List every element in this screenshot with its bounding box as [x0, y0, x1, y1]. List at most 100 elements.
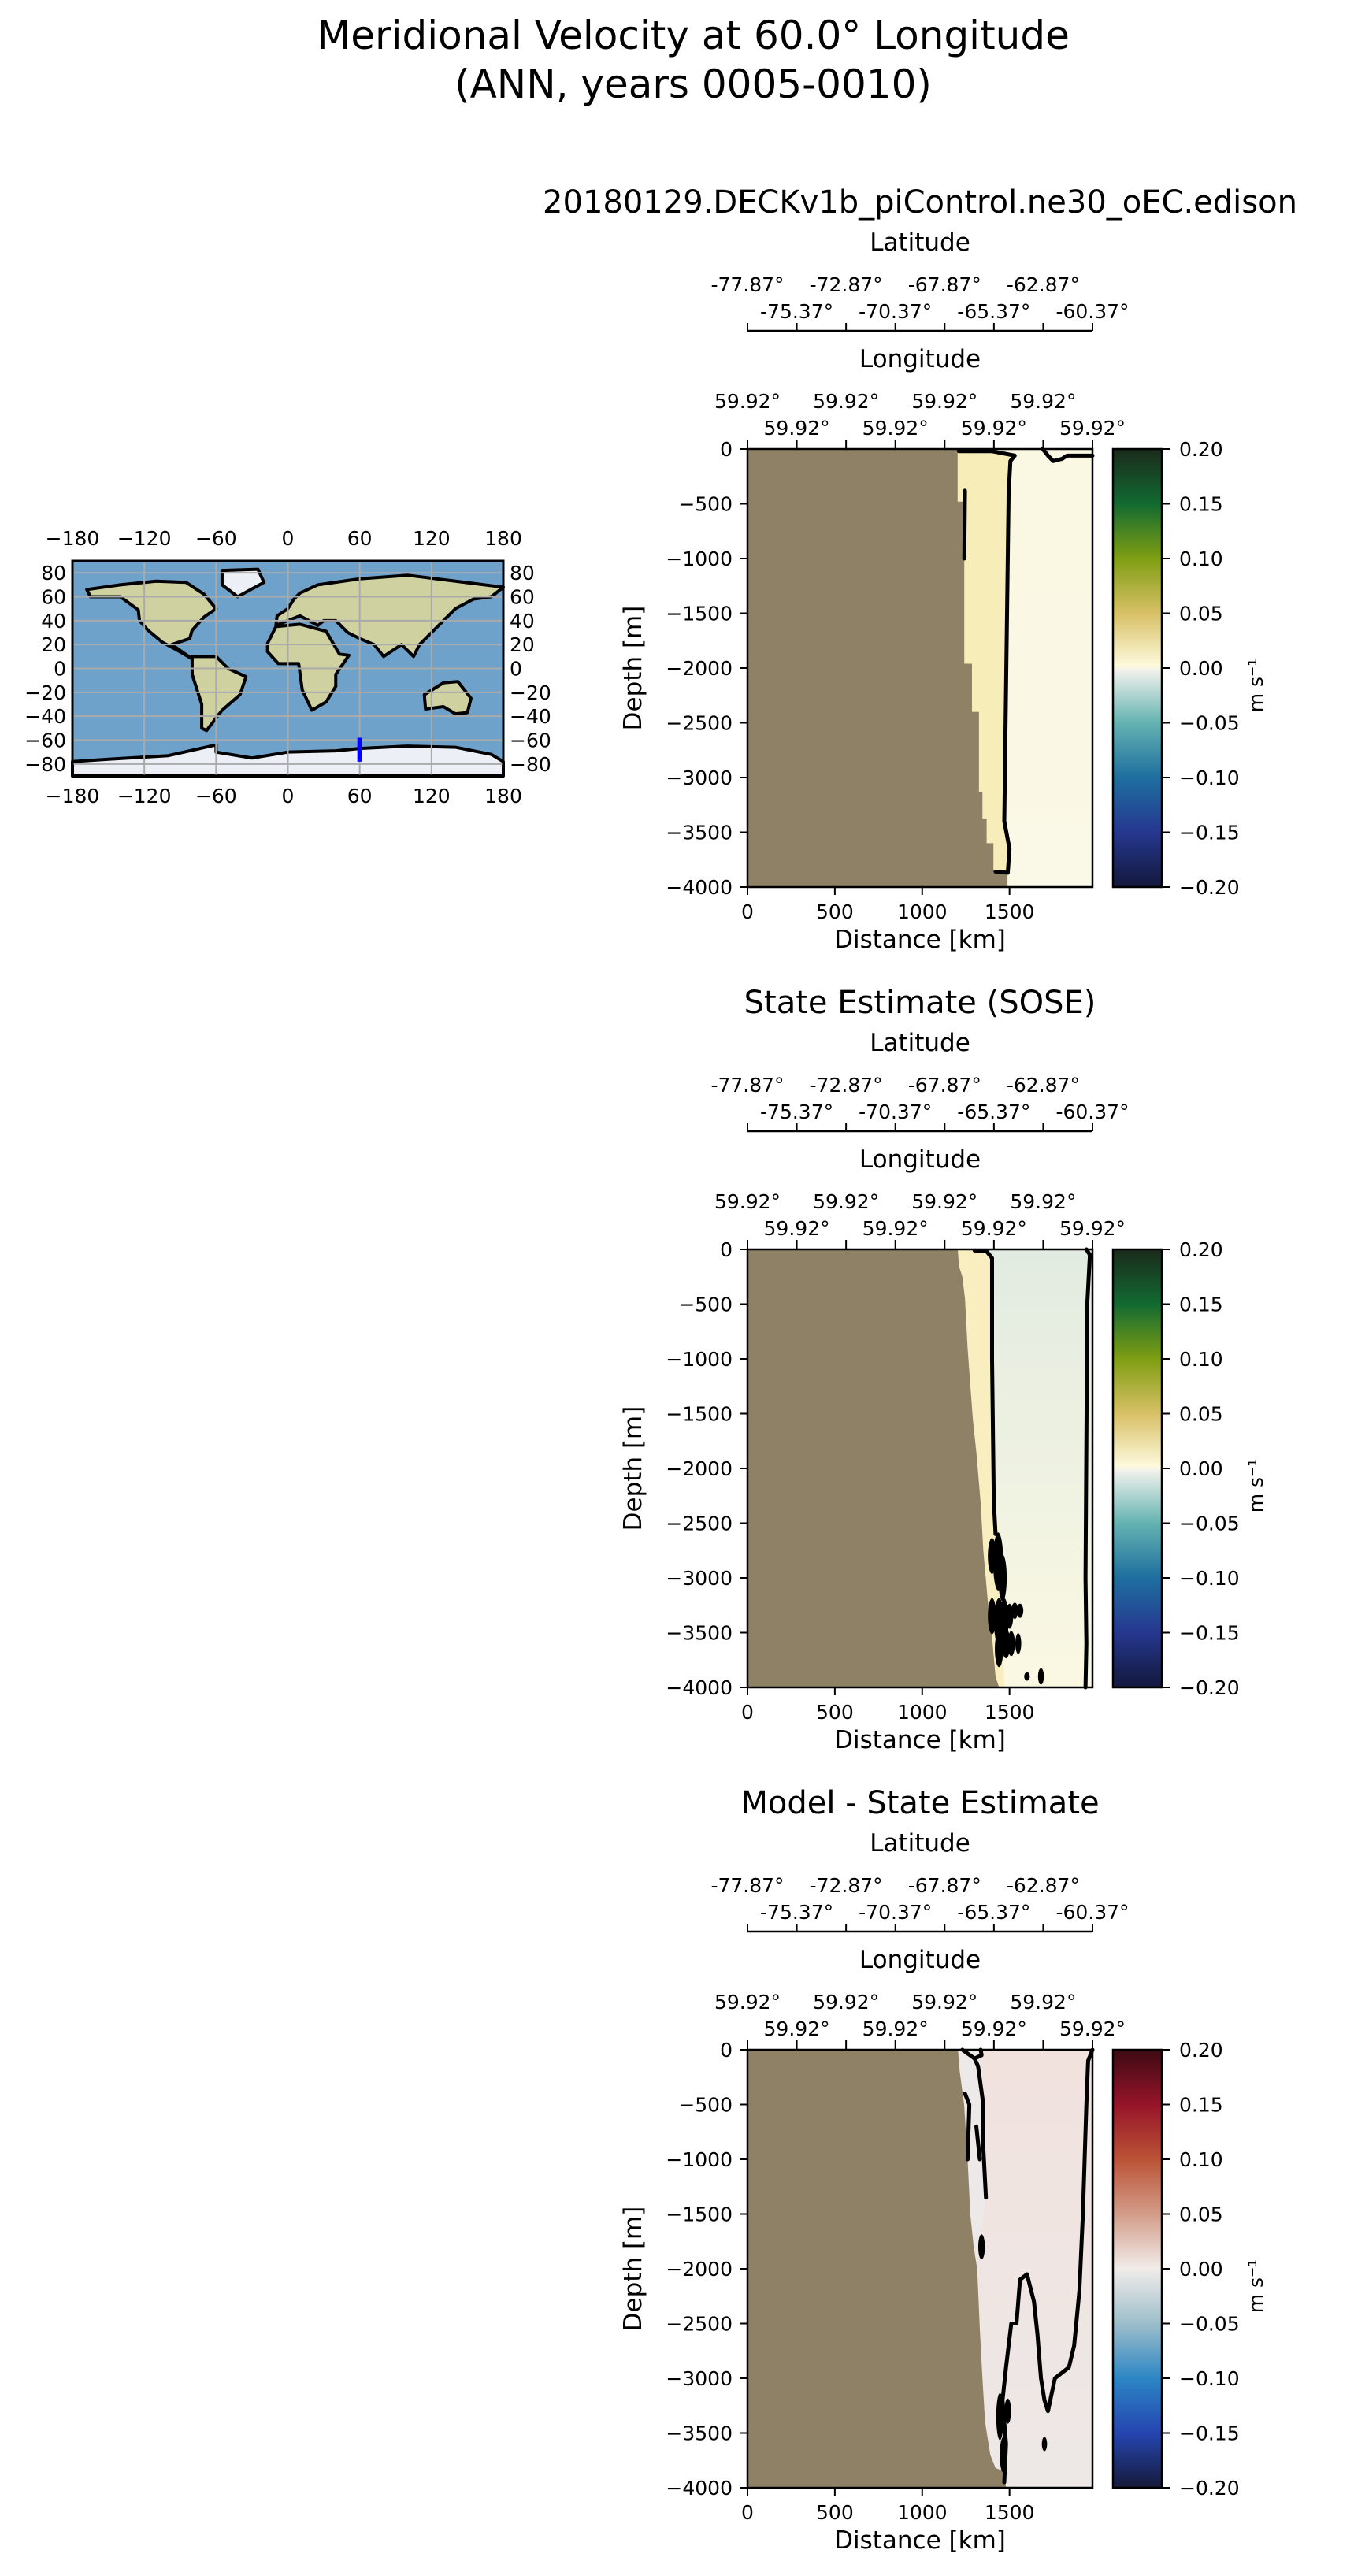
colorbar-tick-label: 0.05 [1179, 1403, 1223, 1426]
latitude-tick-label: -65.37° [957, 300, 1030, 323]
contour-blob [1016, 1603, 1024, 1618]
x-tick-label: 500 [816, 2501, 854, 2524]
latitude-tick-label: -72.87° [810, 1874, 883, 1897]
colorbar-tick-label: 0.20 [1179, 438, 1223, 461]
y-tick-label: −1500 [666, 2203, 733, 2226]
y-tick-label: −1000 [666, 2148, 733, 2171]
slope-current-field [957, 449, 1015, 887]
latitude-tick-label: -67.87° [908, 1074, 981, 1097]
map-ytick-right-label: −20 [510, 681, 551, 704]
y-tick-label: −4000 [666, 876, 733, 899]
zero-contour-line [962, 488, 967, 561]
map-land-south-america [190, 655, 248, 733]
latitude-axis-label: Latitude [870, 228, 970, 257]
zero-contour-line [1000, 2047, 1095, 2485]
longitude-tick-label: 59.92° [862, 2017, 929, 2040]
longitude-axis-label: Longitude [859, 1946, 981, 1974]
contour-blob [998, 1554, 1007, 1602]
y-tick-label: −3000 [666, 1567, 733, 1590]
latitude-tick-label: -62.87° [1007, 1874, 1080, 1897]
slope-current-field [958, 1249, 1005, 1687]
longitude-tick-label: 59.92° [813, 390, 879, 413]
longitude-tick-label: 59.92° [764, 2017, 830, 2040]
x-axis-label: Distance [km] [834, 926, 1006, 954]
longitude-tick-label: 59.92° [714, 390, 781, 413]
latitude-tick-label: -77.87° [710, 273, 784, 296]
y-tick-label: 0 [720, 438, 733, 461]
map-xtick-bottom-label: −180 [46, 785, 100, 807]
colorbar-tick-label: 0.20 [1179, 2039, 1223, 2062]
y-tick-label: 0 [720, 2039, 733, 2062]
x-tick-label: 500 [816, 1701, 854, 1724]
map-ytick-right-label: −40 [510, 705, 551, 728]
x-tick-label: 1500 [985, 2501, 1035, 2524]
bathymetry-land [747, 1249, 1000, 1687]
colorbar-tick-label: 0.20 [1179, 1238, 1223, 1261]
panel-difference: Model - State Estimate Latitude Longitude -… [619, 1785, 1267, 2555]
colorbar-tick-label: −0.05 [1179, 1513, 1240, 1535]
map-ytick-left-label: 0 [54, 658, 66, 681]
map-ytick-right-label: 0 [510, 658, 522, 681]
longitude-tick-label: 59.92° [1059, 2017, 1126, 2040]
latitude-tick-label: -62.87° [1007, 1074, 1080, 1097]
latitude-tick-label: -70.37° [859, 300, 932, 323]
colorbar-tick-label: −0.15 [1179, 1622, 1240, 1645]
latitude-tick-label: -70.37° [859, 1101, 932, 1123]
longitude-tick-label: 59.92° [961, 417, 1027, 440]
y-axis-label: Depth [m] [619, 2207, 647, 2332]
latitude-tick-label: -67.87° [908, 1874, 981, 1897]
contour-blob [1007, 1631, 1015, 1657]
longitude-tick-label: 59.92° [764, 1217, 830, 1240]
colorbar-tick-label: −0.10 [1179, 2367, 1240, 2390]
contour-blob [977, 2234, 985, 2260]
contour-blob [1000, 2437, 1007, 2474]
contour-blob [996, 2392, 1004, 2441]
map-ytick-left-label: 40 [41, 610, 66, 633]
x-tick-label: 1000 [897, 1701, 948, 1724]
bathymetry-land [747, 2050, 1007, 2488]
map-ytick-right-label: 60 [510, 586, 535, 609]
longitude-tick-label: 59.92° [764, 417, 830, 440]
longitude-axis-label: Longitude [859, 345, 981, 373]
colorbar-tick-label: 0.15 [1179, 2094, 1223, 2117]
y-tick-label: −3000 [666, 766, 733, 789]
x-tick-label: 1500 [985, 900, 1035, 923]
y-tick-label: −500 [678, 493, 733, 516]
colorbar [1111, 1248, 1163, 1689]
longitude-tick-label: 59.92° [1010, 390, 1076, 413]
y-tick-label: −2000 [666, 657, 733, 680]
y-tick-label: −1500 [666, 603, 733, 625]
colorbar-tick-label: −0.20 [1179, 1676, 1240, 1699]
y-tick-label: −3500 [666, 822, 733, 844]
y-tick-label: −2500 [666, 1513, 733, 1535]
colorbar-tick-label: −0.10 [1179, 766, 1240, 789]
x-tick-label: 0 [741, 900, 754, 923]
zero-contour-line [974, 2124, 982, 2162]
colorbar [1111, 2048, 1163, 2489]
map-ytick-left-label: −20 [24, 681, 66, 704]
latitude-tick-label: -60.37° [1055, 300, 1129, 323]
longitude-tick-label: 59.92° [813, 1991, 879, 2014]
colorbar-tick-label: 0.00 [1179, 1457, 1223, 1480]
contour-blob [1004, 2398, 1011, 2424]
map-ytick-left-label: 80 [41, 562, 66, 585]
map-ytick-right-label: 20 [510, 633, 535, 656]
x-tick-label: 1000 [897, 900, 948, 923]
contour-blob [1037, 1668, 1044, 1685]
colorbar-label: m s⁻¹ [1245, 2259, 1267, 2314]
map-ytick-left-label: −80 [24, 753, 66, 776]
map-xtick-top-label: −120 [117, 527, 172, 550]
colorbar-tick-label: 0.10 [1179, 1348, 1223, 1371]
y-tick-label: −4000 [666, 2477, 733, 2500]
latitude-tick-label: -75.37° [760, 1901, 833, 1924]
colorbar-label: m s⁻¹ [1245, 1459, 1267, 1513]
latitude-tick-label: -60.37° [1055, 1101, 1129, 1123]
panel-model: 20180129.DECKv1b_piControl.ne30_oEC.edis… [543, 184, 1297, 954]
y-tick-label: −1500 [666, 1403, 733, 1426]
contour-blob [1011, 1602, 1018, 1620]
colorbar-tick-label: 0.05 [1179, 603, 1223, 625]
y-tick-label: −4000 [666, 1676, 733, 1699]
zero-contour-line [972, 1248, 998, 1536]
map-ytick-left-label: 20 [41, 633, 66, 656]
